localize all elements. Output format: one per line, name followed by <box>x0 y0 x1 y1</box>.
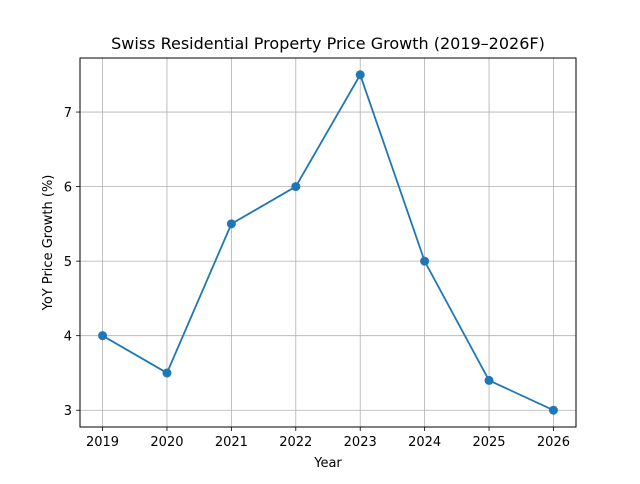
y-tick-label: 5 <box>64 255 72 270</box>
y-axis-label: YoY Price Growth (%) <box>41 175 56 312</box>
data-point <box>420 256 430 266</box>
y-tick-label: 6 <box>64 181 72 196</box>
data-point <box>548 405 558 415</box>
y-tick-label: 3 <box>64 404 72 419</box>
data-point <box>98 331 108 341</box>
data-point <box>291 182 301 192</box>
x-axis-label: Year <box>313 456 342 471</box>
x-tick-label: 2022 <box>279 435 312 450</box>
data-point <box>484 375 494 385</box>
data-point <box>355 70 365 80</box>
data-point <box>162 368 172 378</box>
x-tick-label: 2026 <box>537 435 570 450</box>
x-tick-label: 2023 <box>344 435 377 450</box>
y-tick-label: 7 <box>64 106 72 121</box>
x-tick-label: 2020 <box>150 435 183 450</box>
x-tick-label: 2024 <box>408 435 441 450</box>
y-tick-label: 4 <box>64 330 72 345</box>
data-point <box>226 219 236 229</box>
x-tick-label: 2021 <box>215 435 248 450</box>
series-line <box>102 72 554 412</box>
plot-area-frame <box>79 57 577 428</box>
chart-title: Swiss Residential Property Price Growth … <box>111 34 545 53</box>
x-tick-label: 2019 <box>86 435 119 450</box>
x-tick-label: 2025 <box>472 435 505 450</box>
